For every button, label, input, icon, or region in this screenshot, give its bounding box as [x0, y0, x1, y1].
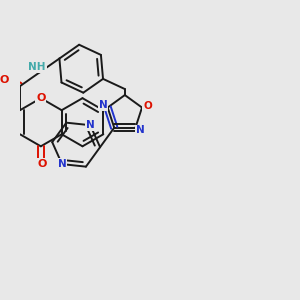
- Text: N: N: [136, 125, 144, 136]
- Text: O: O: [38, 159, 47, 169]
- Text: N: N: [99, 100, 107, 110]
- Text: NH: NH: [28, 62, 46, 72]
- Text: O: O: [0, 75, 9, 85]
- Text: N: N: [58, 159, 66, 169]
- Text: O: O: [36, 93, 46, 103]
- Text: N: N: [86, 120, 95, 130]
- Text: O: O: [143, 101, 152, 111]
